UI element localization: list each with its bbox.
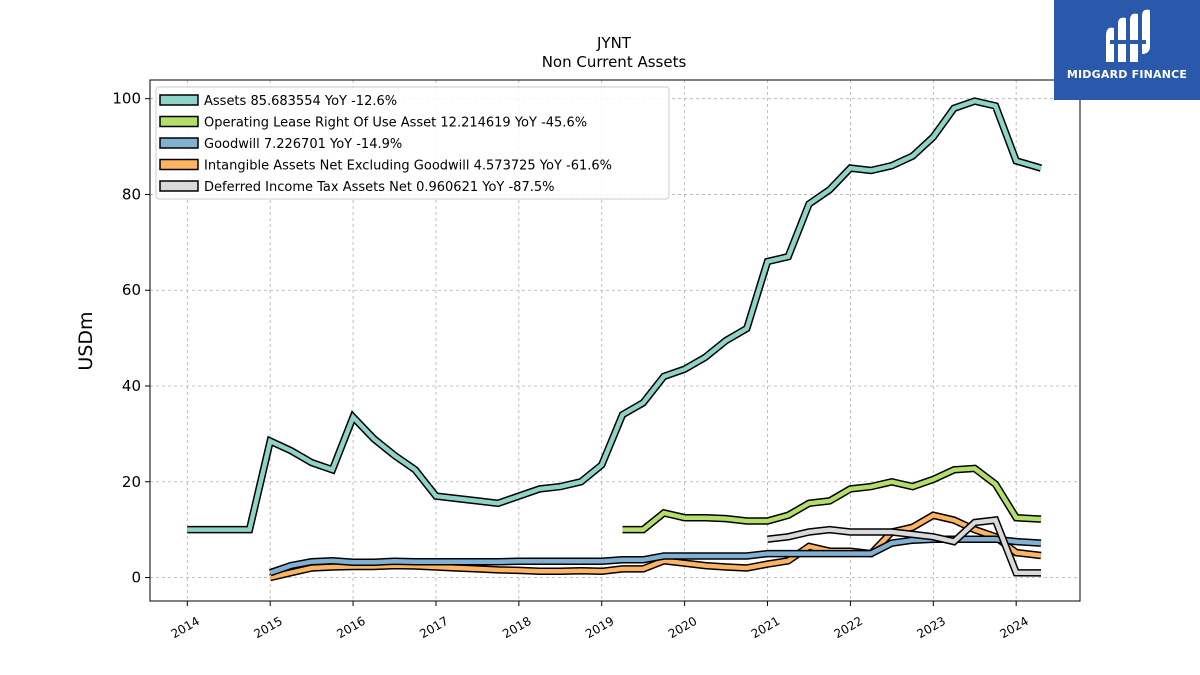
- midgard-finance-logo: MIDGARD FINANCE: [1054, 0, 1200, 100]
- x-tick-label: 2022: [832, 614, 865, 641]
- series-line: [187, 98, 1042, 532]
- y-tick-label: 100: [112, 90, 141, 108]
- legend-swatch: [159, 180, 199, 192]
- series-lines: [187, 97, 1043, 582]
- chart-title: JYNT: [596, 34, 632, 52]
- legend-box: [155, 86, 670, 200]
- legend-swatch: [159, 115, 199, 128]
- x-tick-label: 2023: [915, 614, 948, 641]
- y-tick-label: 20: [122, 473, 141, 491]
- series-line: [269, 536, 1042, 575]
- x-tick-label: 2020: [666, 614, 699, 641]
- series-line: [767, 517, 1042, 576]
- legend-swatch: [159, 158, 199, 171]
- series-line: [622, 466, 1042, 532]
- y-tick-label: 80: [122, 185, 141, 203]
- x-tick-label: 2018: [500, 614, 533, 641]
- logo-mark-icon: [1106, 9, 1150, 63]
- y-tick-label: 60: [122, 281, 141, 299]
- x-tick-label: 2014: [169, 614, 202, 641]
- y-tick-label: 0: [131, 569, 141, 587]
- legend: Assets 85.683554 YoY -12.6% Operating Lea…: [155, 86, 670, 200]
- legend-entry: Assets 85.683554 YoY -12.6%: [204, 94, 397, 109]
- x-tick-label: 2019: [583, 614, 616, 641]
- x-tick-label: 2021: [749, 614, 782, 641]
- legend-swatch: [159, 94, 199, 106]
- x-tick-label: 2017: [417, 614, 450, 641]
- logo-text: MIDGARD FINANCE: [1066, 68, 1188, 81]
- legend-entry: Operating Lease Right Of Use Asset 12.21…: [204, 116, 587, 131]
- chart-subtitle: Non Current Assets: [542, 53, 687, 71]
- legend-entry: Goodwill 7.226701 YoY -14.9%: [204, 137, 402, 152]
- y-axis-label: USDm: [75, 311, 97, 370]
- legend-swatch: [159, 137, 199, 149]
- x-tick-label: 2016: [334, 614, 367, 641]
- legend-entry: Intangible Assets Net Excluding Goodwill…: [204, 159, 612, 174]
- legend-entry: Deferred Income Tax Assets Net 0.960621 …: [204, 180, 554, 195]
- x-tick-label: 2015: [251, 614, 284, 641]
- y-tick-label: 40: [122, 377, 141, 395]
- plot-frame: [149, 79, 1081, 602]
- x-tick-label: 2024: [997, 614, 1030, 641]
- series-line: [269, 512, 1042, 580]
